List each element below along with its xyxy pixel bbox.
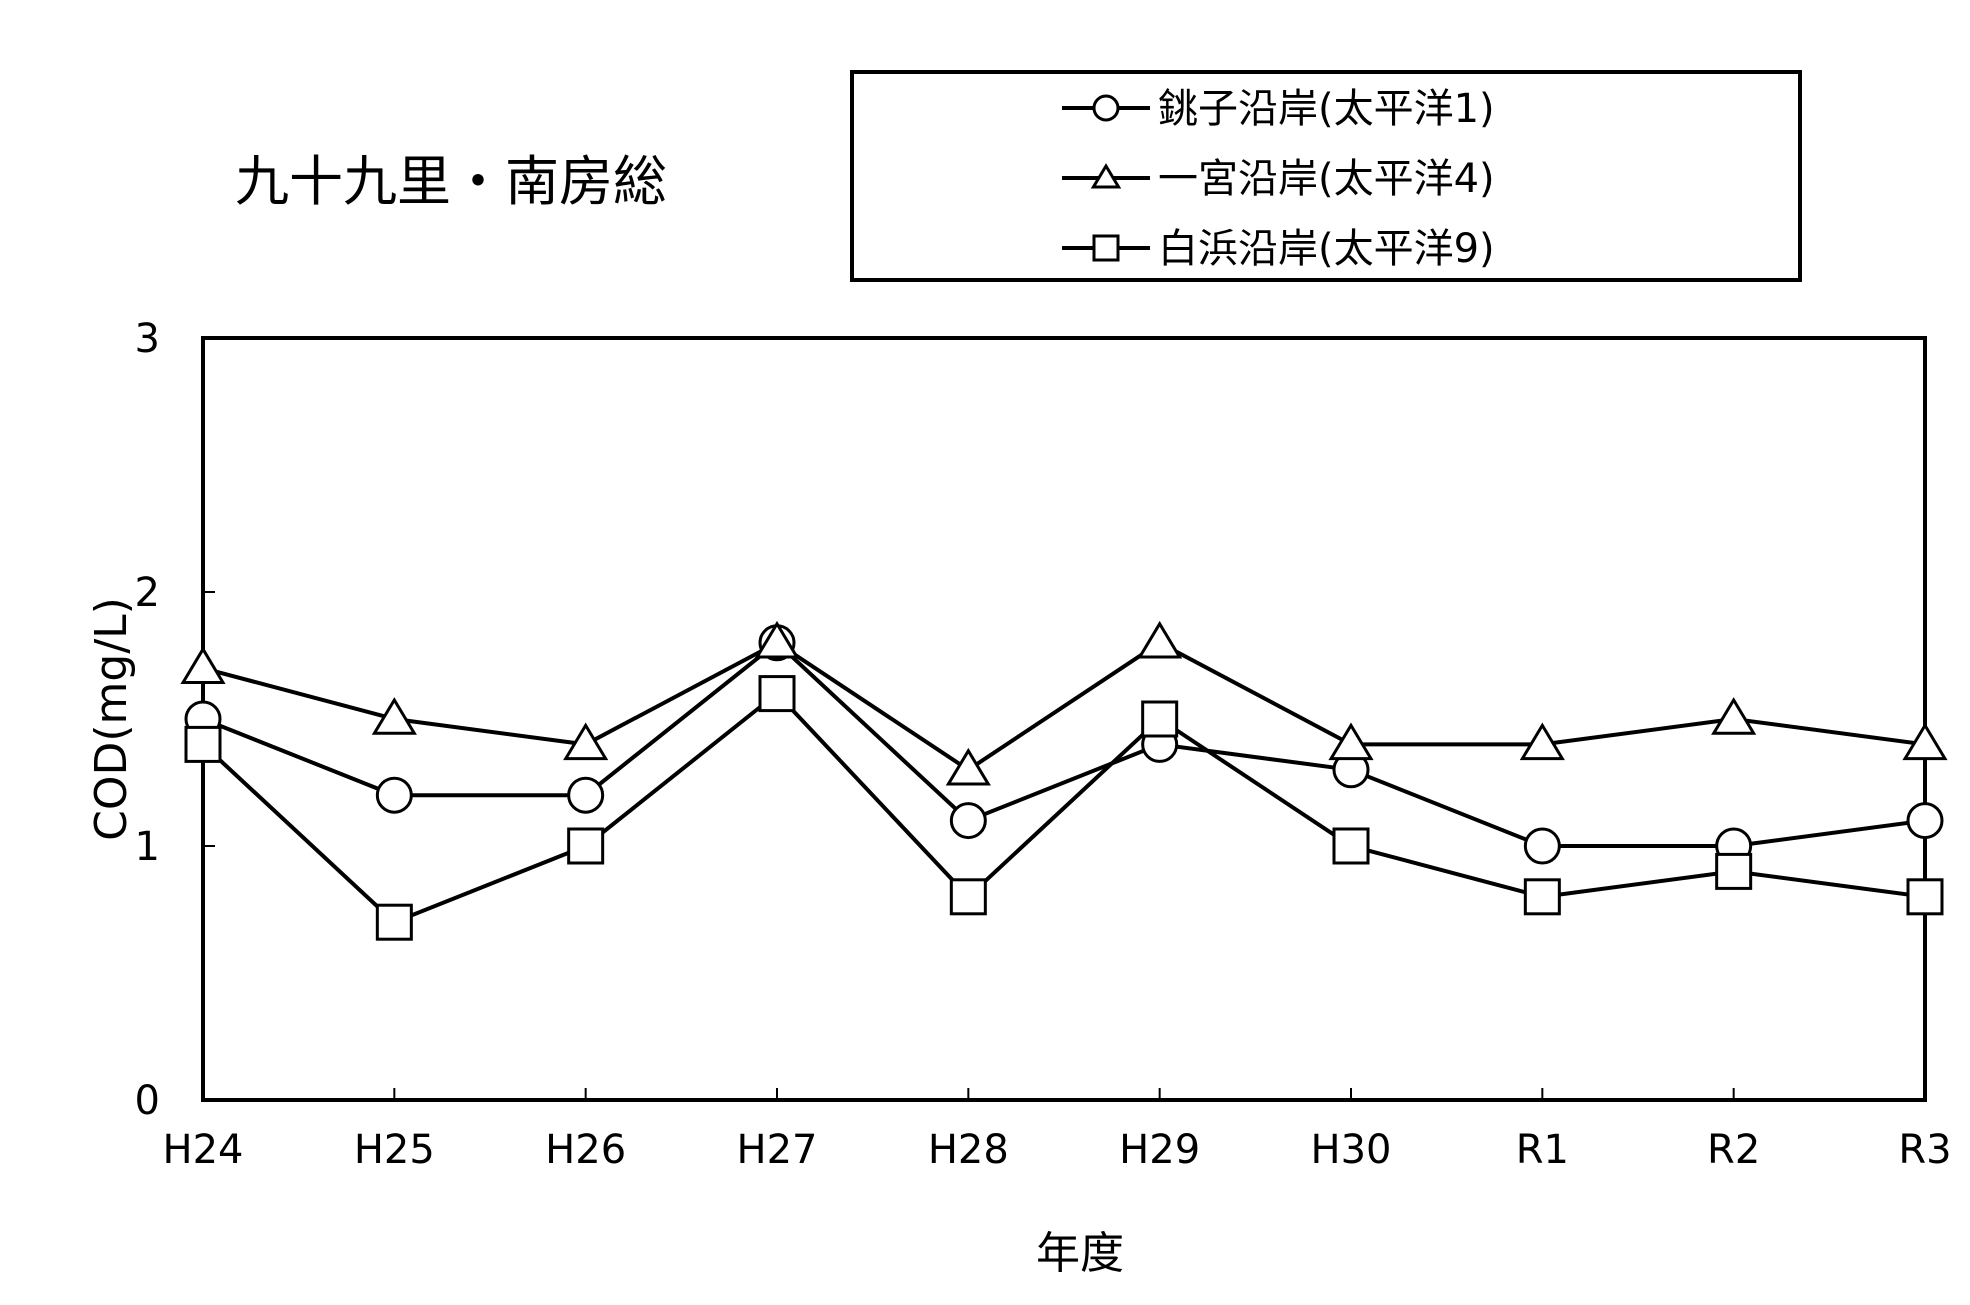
series-line [201,690,1926,925]
legend-marker-triangle [1090,163,1122,189]
data-point-circle [567,776,605,814]
x-tick-label: H27 [737,1127,818,1173]
series-group [180,620,1948,941]
legend-item: 白浜沿岸(太平洋9) [1062,226,1495,272]
data-point-triangle [1137,620,1183,659]
x-tick-label: R1 [1516,1127,1569,1173]
data-point-circle [949,802,987,840]
x-tick-label: H24 [163,1127,244,1173]
data-point-triangle [945,747,991,786]
y-tick-label: 3 [135,316,160,362]
data-point-triangle [371,697,417,735]
series-line [202,640,1926,848]
data-point-circle [1523,827,1561,865]
chart-title: 九十九里・南房総 [235,150,667,213]
legend: 銚子沿岸(太平洋1) 一宮沿岸(太平洋4) 白浜沿岸(太平洋9) [1062,86,1495,272]
legend-marker-square [1092,234,1120,262]
data-point-square [1332,827,1370,865]
x-ticks: H24 H25 H26 H27 H28 H29 H30 R1 R2 R3 [163,1088,1952,1173]
legend-label: 銚子沿岸(太平洋1) [1158,86,1495,132]
legend-item: 一宮沿岸(太平洋4) [1062,156,1495,202]
x-tick-label: H30 [1311,1127,1392,1173]
y-tick-label: 0 [135,1078,160,1124]
x-axis-title: 年度 [1036,1228,1124,1279]
data-point-square [567,827,605,865]
data-point-square [949,878,987,916]
data-point-triangle [1902,722,1948,761]
x-tick-label: H28 [928,1127,1009,1173]
data-point-square [1141,700,1179,738]
series-1 [184,624,1944,865]
plot-area [201,336,1927,1102]
y-axis-title: COD(mg/L) [86,597,137,841]
data-point-square [1523,878,1561,916]
series-3 [184,675,1944,941]
x-tick-label: H29 [1119,1127,1200,1173]
series-2 [180,620,1948,786]
legend-marker-circle [1092,94,1120,122]
data-point-circle [375,776,413,814]
y-tick-label: 1 [135,824,160,870]
x-tick-label: R2 [1707,1127,1760,1173]
data-point-triangle [180,646,226,684]
series-line [202,640,1926,773]
data-point-triangle [563,722,609,761]
data-point-triangle [1328,722,1374,761]
data-point-square [758,675,796,713]
data-point-square [1715,852,1753,890]
y-tick-label: 2 [135,570,160,616]
data-point-square [184,725,222,763]
data-point-square [1906,878,1944,916]
legend-item: 銚子沿岸(太平洋1) [1062,86,1495,132]
x-tick-label: H26 [545,1127,626,1173]
x-tick-label: R3 [1898,1127,1951,1173]
legend-label: 白浜沿岸(太平洋9) [1158,226,1495,272]
legend-label: 一宮沿岸(太平洋4) [1158,156,1495,202]
data-point-circle [1906,802,1944,840]
data-point-square [375,903,413,941]
data-point-triangle [754,620,800,659]
y-ticks: 0 1 2 3 [135,316,215,1124]
data-point-triangle [1711,697,1757,735]
x-tick-label: H25 [354,1127,435,1173]
data-point-triangle [1519,722,1565,761]
legend-box [850,70,1802,282]
